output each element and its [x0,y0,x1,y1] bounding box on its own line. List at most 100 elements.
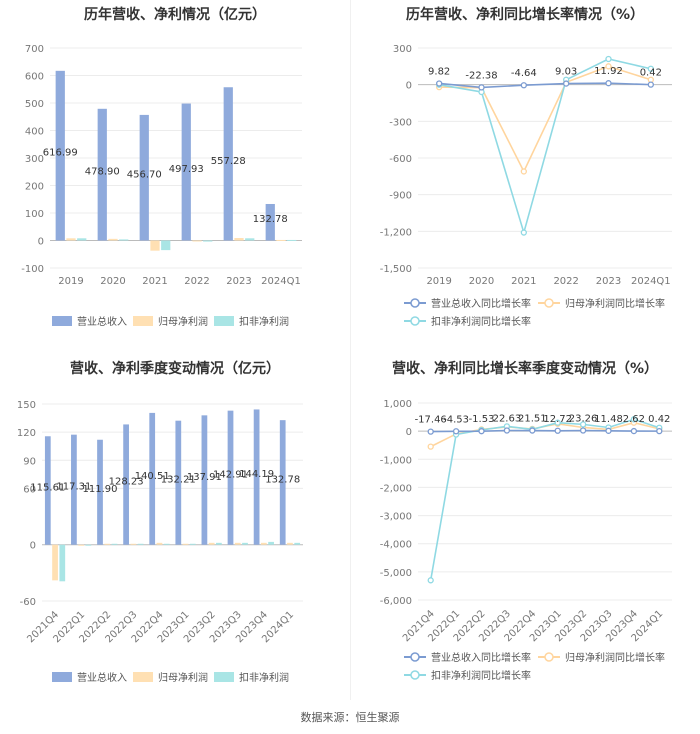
data-label: 616.99 [43,148,78,159]
y-tick-label: -300 [389,117,412,128]
bar-net-profit [234,542,241,545]
bar-deduct-profit [119,239,129,241]
data-label: 144.19 [239,469,274,480]
data-label: 132.21 [161,475,196,486]
x-tick-label: 2023 [226,276,251,287]
data-label: 132.78 [265,474,300,485]
bar-revenue [149,412,156,545]
y-tick-label: -100 [21,264,44,275]
bar-net-profit [192,240,202,242]
data-point [520,229,527,236]
legend-label: 营业总收入 [77,671,127,684]
data-point [520,82,527,89]
chart-panel-quarterly-growth: 营收、净利同比增长率季度变动情况（%） -6,000 -5,000 -4,000 -3… [350,350,700,700]
bar-net-profit [208,542,215,545]
bar-net-profit [150,240,160,251]
x-tick-label: 2019 [426,276,451,287]
x-tick-label: 2021 [511,276,536,287]
data-label: -4.64 [511,68,537,79]
data-point [630,416,638,423]
y-tick-label: 0 [406,81,412,92]
y-tick-label: -5,000 [380,568,412,579]
y-tick-label: 150 [17,400,36,411]
chart-title: 营收、净利同比增长率季度变动情况（%） [391,361,659,377]
bar-net-profit [52,544,58,581]
chart-panel-annual-revenue: 历年营收、净利情况（亿元） -100 0 100 200 300 400 500 600 700… [0,0,350,345]
data-label: 497.93 [169,164,204,175]
bar-net-profit [182,543,189,545]
data-point [554,419,561,426]
data-point [656,427,663,435]
data-label: 137.91 [187,472,222,483]
y-tick-label: 90 [23,456,36,467]
bar-net-profit [66,238,76,241]
legend-marker [410,298,420,308]
bar-deduct-profit [189,543,196,545]
data-point [605,55,612,63]
bar-net-profit [78,544,85,546]
x-tick-label: 2023 [596,276,621,287]
legend-label: 归母净利润 [158,671,208,684]
quarterly-revenue-chart: -60060901201502021Q42022Q12022Q22022Q320… [17,400,303,684]
legend-label: 营业总收入同比增长率 [431,297,531,310]
data-label: 456.70 [127,170,162,181]
bar-net-profit [276,239,286,241]
y-tick-label: -2,000 [380,483,412,494]
data-point [605,63,612,70]
y-tick-label: 100 [25,209,44,220]
legend-label: 扣非净利润 [239,315,289,328]
bar-revenue [201,415,208,545]
x-tick-label: 2020 [100,276,125,287]
y-tick-label: 300 [25,154,44,165]
chart-panel-quarterly-revenue: 营收、净利季度变动情况（亿元） -60 0 60 90 120 150 2021Q4 2022… [0,350,350,700]
x-tick-label: 2020 [469,276,494,287]
legend-marker [544,298,554,308]
y-tick-label: 400 [25,127,44,138]
bar-net-profit [156,542,163,545]
bar-net-profit [130,543,137,545]
bar-revenue [44,436,51,545]
bar-net-profit [287,542,293,545]
y-tick-label: 500 [25,99,44,110]
data-label: 140.51 [135,471,170,482]
data-point [605,427,612,434]
data-point [563,80,570,87]
bar-revenue [227,410,234,545]
data-label: 11.92 [594,66,623,77]
bar-net-profit [260,542,267,545]
data-label: 115.61 [30,482,65,493]
bar-deduct-profit [163,543,170,545]
legend-swatch [214,316,234,326]
bar-revenue [123,424,129,545]
x-tick-label: 2021 [142,276,167,287]
series-line [439,82,651,89]
legend-label: 营业总收入同比增长率 [431,651,531,664]
y-tick-label: 700 [25,44,44,55]
bar-revenue [223,87,233,241]
series-line [439,65,652,174]
bar-deduct-profit [294,542,301,545]
bar-revenue [97,108,107,241]
data-label: -1.53 [469,414,495,425]
chart-title: 营收、净利季度变动情况（亿元） [70,361,280,377]
bar-deduct-profit [203,240,213,242]
data-label: -4.53 [443,414,469,425]
data-label: 2.62 [623,414,645,425]
bar-deduct-profit [77,238,87,241]
data-point [478,84,485,91]
data-label: 128.23 [109,477,144,488]
data-label: -22.38 [465,70,497,81]
legend-swatch [133,672,153,682]
panel-separator [350,0,351,700]
chart-panel-annual-growth: 历年营收、净利同比增长率情况（%） -1,500 -1,200 -900 -600 -3… [350,0,700,345]
data-label: 0.42 [640,68,662,79]
y-tick-label: 120 [17,428,36,439]
bar-net-profit [104,543,111,545]
bar-deduct-profit [59,544,66,582]
series-line [429,418,660,581]
bar-revenue [175,420,182,545]
legend-label: 归母净利润同比增长率 [565,297,665,310]
y-tick-label: 300 [393,44,412,55]
y-tick-label: -3,000 [380,512,412,523]
series-line [430,429,660,433]
